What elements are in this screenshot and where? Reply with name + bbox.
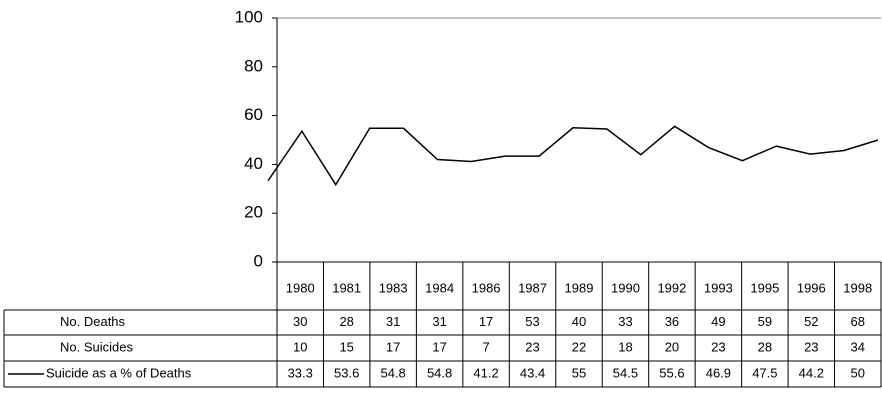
y-tick-label: 20	[244, 203, 263, 222]
row-label: No. Suicides	[60, 339, 133, 354]
column-header: 1980	[286, 280, 315, 295]
column-header: 1987	[518, 280, 547, 295]
table-cell: 23	[525, 339, 539, 354]
table-cell: 59	[758, 314, 772, 329]
table-cell: 50	[851, 365, 865, 380]
column-header: 1998	[843, 280, 872, 295]
column-header: 1983	[379, 280, 408, 295]
table-cell: 52	[804, 314, 818, 329]
table-cell: 17	[386, 339, 400, 354]
table-cell: 20	[665, 339, 679, 354]
data-line	[267, 125, 879, 187]
table-cell: 17	[432, 339, 446, 354]
y-tick-label: 0	[254, 251, 263, 270]
column-header: 1993	[704, 280, 733, 295]
column-header: 1986	[472, 280, 501, 295]
table-cell: 55.6	[659, 365, 684, 380]
table-cell: 31	[386, 314, 400, 329]
y-tick-label: 60	[244, 105, 263, 124]
table-cell: 47.5	[752, 365, 777, 380]
legend-label: Suicide as a % of Deaths	[46, 365, 192, 380]
table-cell: 40	[572, 314, 586, 329]
column-header: 1984	[425, 280, 454, 295]
table-cell: 54.8	[427, 365, 452, 380]
table-cell: 44.2	[799, 365, 824, 380]
y-tick-label: 40	[244, 154, 263, 173]
table-cell: 18	[618, 339, 632, 354]
table-cell: 17	[479, 314, 493, 329]
column-header: 1989	[565, 280, 594, 295]
table-cell: 54.8	[380, 365, 405, 380]
y-tick-label: 80	[244, 56, 263, 75]
column-header: 1992	[657, 280, 686, 295]
table-cell: 53.6	[334, 365, 359, 380]
table-cell: 36	[665, 314, 679, 329]
table-cell: 33.3	[288, 365, 313, 380]
table-cell: 23	[711, 339, 725, 354]
table-cell: 28	[758, 339, 772, 354]
table-cell: 43.4	[520, 365, 545, 380]
column-header: 1996	[797, 280, 826, 295]
table-cell: 23	[804, 339, 818, 354]
table-cell: 7	[482, 339, 489, 354]
table-cell: 41.2	[473, 365, 498, 380]
column-header: 1995	[750, 280, 779, 295]
table-cell: 68	[851, 314, 865, 329]
table-cell: 49	[711, 314, 725, 329]
y-tick-label: 100	[235, 7, 263, 26]
table-cell: 55	[572, 365, 586, 380]
table-cell: 53	[525, 314, 539, 329]
table-cell: 31	[432, 314, 446, 329]
table-cell: 30	[293, 314, 307, 329]
table-cell: 34	[851, 339, 865, 354]
table-cell: 22	[572, 339, 586, 354]
table-cell: 54.5	[613, 365, 638, 380]
column-header: 1990	[611, 280, 640, 295]
table-cell: 15	[339, 339, 353, 354]
table-cell: 28	[339, 314, 353, 329]
column-header: 1981	[332, 280, 361, 295]
table-cell: 46.9	[706, 365, 731, 380]
table-cell: 10	[293, 339, 307, 354]
row-label: No. Deaths	[60, 314, 126, 329]
table-cell: 33	[618, 314, 632, 329]
